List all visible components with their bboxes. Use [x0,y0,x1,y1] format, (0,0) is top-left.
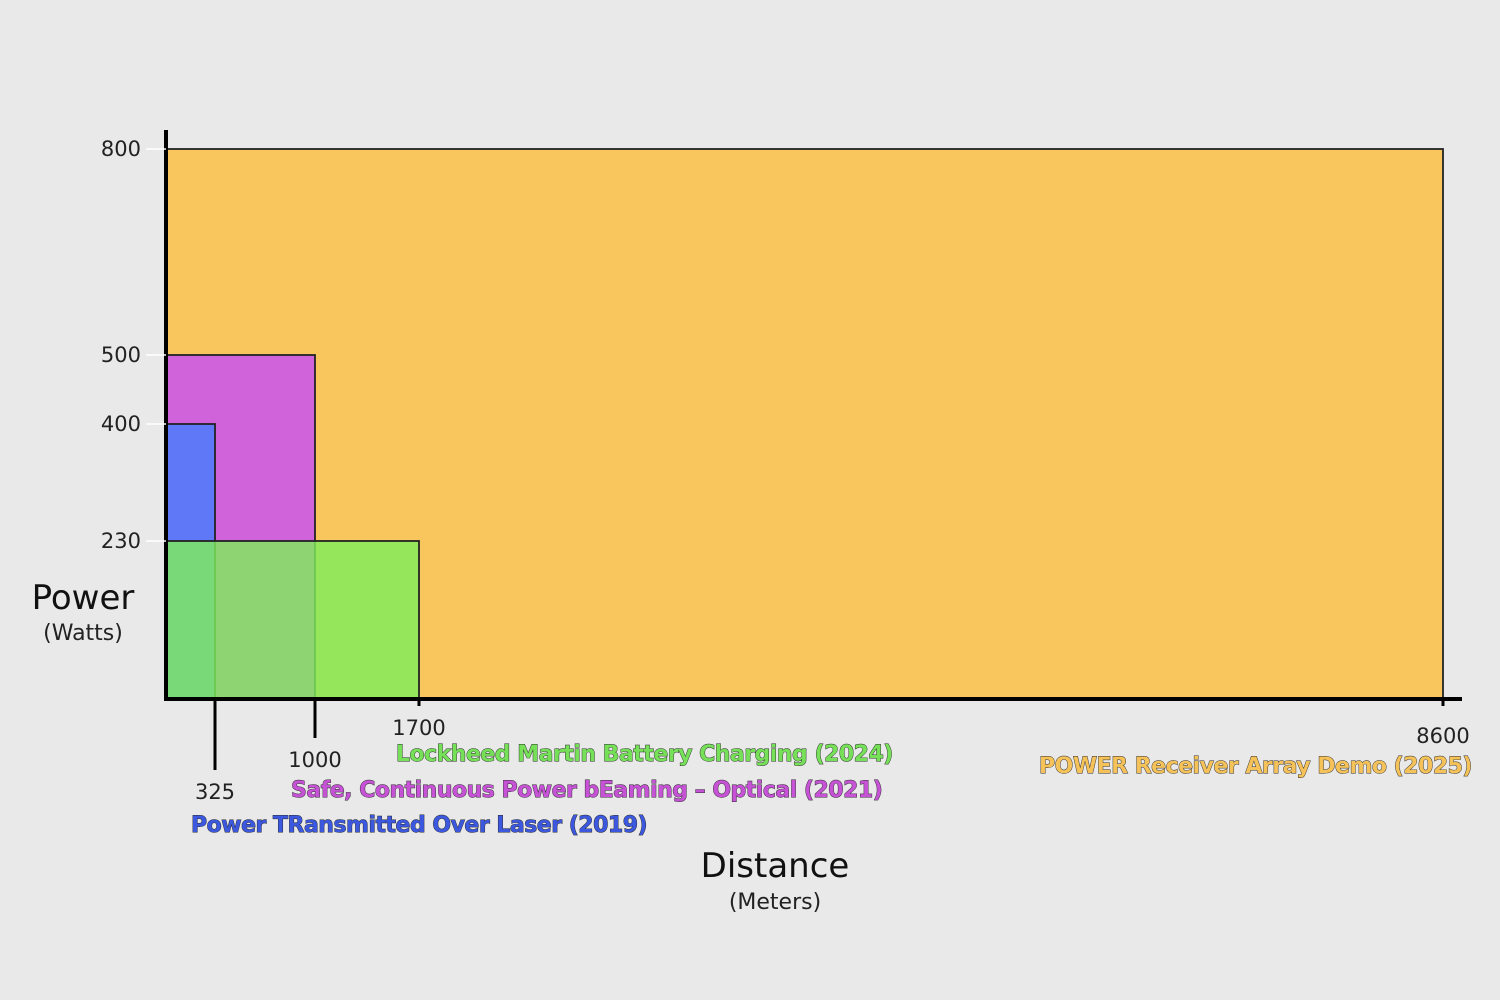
y-axis-title: Power [32,578,135,618]
x-tick-label-325: 325 [195,780,235,804]
chart-text: Power (Watts) Distance (Meters) 230 400 50… [32,137,1473,915]
tick-marks [146,148,1445,770]
x-tick-label-1000: 1000 [288,748,341,772]
series-label-power-receiver-array-demo-2025: POWER Receiver Array Demo (2025) [1039,754,1472,779]
x-axis-unit: (Meters) [729,890,821,915]
data-rectangles [165,148,1444,700]
x-tick-label-1700: 1700 [392,716,445,740]
series-label-lockheed-martin-battery-charging-2024: Lockheed Martin Battery Charging (2024) [396,742,893,767]
series-label-power-transmitted-over-laser-2019: Power TRansmitted Over Laser (2019) [191,813,647,838]
axes [164,130,1462,701]
y-tick-label-800: 800 [101,137,141,161]
x-axis-title: Distance [701,846,850,886]
x-tick-label-8600: 8600 [1416,724,1469,748]
y-tick-label-400: 400 [101,412,141,436]
y-axis-unit: (Watts) [43,621,123,646]
series-label-safe-continuous-power-beaming-optical-2021: Safe, Continuous Power bEaming – Optical… [291,778,882,803]
y-tick-label-230: 230 [101,529,141,553]
y-tick-label-500: 500 [101,343,141,367]
rect-lockheed-martin-battery-charging-2024 [165,540,420,700]
